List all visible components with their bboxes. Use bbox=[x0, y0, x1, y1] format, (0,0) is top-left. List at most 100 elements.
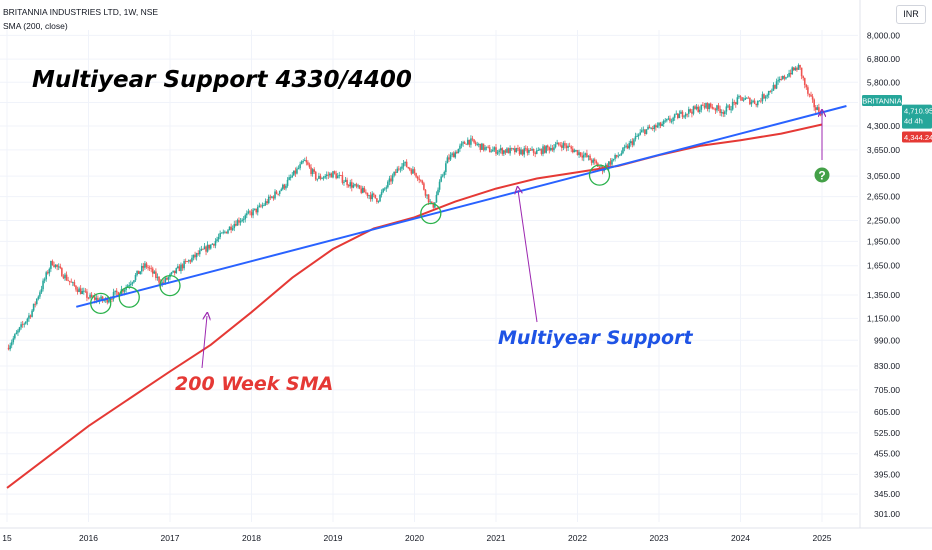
candle-body bbox=[662, 120, 665, 125]
candle-body bbox=[311, 169, 314, 174]
sma-label: 200 Week SMA bbox=[175, 373, 333, 395]
candle-body bbox=[645, 129, 648, 135]
x-tick-label: 2019 bbox=[324, 533, 343, 543]
candle-up bbox=[611, 157, 613, 167]
candle-up bbox=[509, 145, 511, 156]
candle-body bbox=[672, 117, 674, 121]
candle-body bbox=[512, 148, 515, 150]
candle-body bbox=[366, 192, 369, 197]
candle-body bbox=[626, 145, 629, 149]
candle-body bbox=[349, 182, 352, 187]
candle-down bbox=[651, 125, 654, 131]
candle-down bbox=[749, 97, 751, 106]
candle-body bbox=[496, 152, 499, 154]
candle-down bbox=[702, 102, 704, 106]
candle-body bbox=[219, 233, 221, 238]
candle-body bbox=[749, 97, 751, 105]
candle-up bbox=[720, 109, 723, 117]
candle-body bbox=[338, 175, 341, 176]
candle-body bbox=[451, 153, 453, 156]
candle-down bbox=[669, 115, 671, 124]
candle-body bbox=[449, 155, 452, 160]
currency-button[interactable]: INR bbox=[896, 5, 926, 24]
candle-up bbox=[203, 243, 206, 250]
candle-down bbox=[755, 103, 757, 108]
candle-up bbox=[177, 263, 179, 269]
candle-body bbox=[647, 126, 649, 130]
candle-body bbox=[32, 303, 35, 311]
candle-body bbox=[53, 265, 55, 268]
candle-down bbox=[56, 264, 58, 271]
indicator-legend[interactable]: SMA (200, close) bbox=[3, 21, 68, 31]
multiyear-support-trendline[interactable] bbox=[76, 105, 847, 308]
candle-body bbox=[407, 167, 410, 169]
candle-down bbox=[235, 220, 237, 227]
candle-body bbox=[241, 219, 243, 222]
candle-down bbox=[62, 274, 65, 280]
candle-down bbox=[79, 285, 82, 295]
candle-body bbox=[346, 179, 348, 186]
candle-up bbox=[575, 149, 577, 152]
candle-down bbox=[360, 185, 363, 195]
candle-body bbox=[335, 173, 337, 179]
candle-body bbox=[767, 91, 770, 96]
candle-body bbox=[376, 198, 378, 202]
candle-up bbox=[45, 270, 47, 282]
candle-body bbox=[642, 129, 645, 131]
candle-down bbox=[495, 144, 497, 157]
candle-body bbox=[61, 268, 63, 277]
candle-down bbox=[407, 166, 410, 170]
candle-up bbox=[241, 218, 243, 223]
candle-body bbox=[567, 145, 569, 148]
candle-body bbox=[184, 261, 187, 262]
candle-up bbox=[642, 126, 645, 133]
question-badge bbox=[814, 167, 830, 183]
candle-up bbox=[48, 267, 51, 277]
candle-down bbox=[713, 107, 715, 110]
candle-body bbox=[575, 150, 577, 151]
candle-down bbox=[59, 263, 62, 270]
candle-down bbox=[534, 151, 536, 158]
candle-body bbox=[95, 297, 98, 300]
candle-body bbox=[689, 109, 692, 112]
candle-body bbox=[327, 174, 330, 176]
y-tick-label: 301.00 bbox=[874, 509, 900, 519]
candle-down bbox=[543, 144, 546, 154]
candle-up bbox=[545, 145, 547, 154]
candle-up bbox=[321, 177, 323, 180]
candle-body bbox=[62, 276, 65, 279]
candle-down bbox=[717, 103, 720, 112]
candle-down bbox=[363, 185, 366, 193]
candle-up bbox=[634, 132, 637, 142]
candle-body bbox=[172, 270, 174, 273]
candle-down bbox=[488, 144, 491, 153]
candle-up bbox=[402, 159, 405, 170]
support-touch-circle bbox=[420, 202, 442, 225]
candle-body bbox=[303, 160, 306, 161]
candle-body bbox=[608, 161, 610, 168]
candle-body bbox=[808, 93, 811, 95]
candle-body bbox=[31, 310, 33, 317]
candle-up bbox=[89, 292, 91, 300]
candle-body bbox=[476, 144, 478, 145]
candle-body bbox=[756, 100, 759, 106]
candle-up bbox=[666, 118, 668, 123]
candle-body bbox=[230, 226, 232, 230]
candle-body bbox=[35, 298, 38, 304]
candle-down bbox=[137, 270, 140, 274]
candle-up bbox=[401, 163, 403, 172]
candle-body bbox=[421, 180, 424, 184]
candle-up bbox=[209, 244, 212, 250]
candle-body bbox=[728, 105, 731, 110]
candle-down bbox=[526, 146, 529, 156]
candle-body bbox=[708, 103, 710, 110]
candle-body bbox=[789, 72, 792, 75]
candle-body bbox=[571, 148, 574, 153]
candle-down bbox=[783, 74, 786, 81]
candle-down bbox=[706, 102, 709, 112]
candle-down bbox=[7, 344, 10, 351]
candle-up bbox=[349, 179, 352, 189]
candle-up bbox=[293, 170, 295, 176]
y-tick-label: 1,650.00 bbox=[867, 261, 900, 271]
